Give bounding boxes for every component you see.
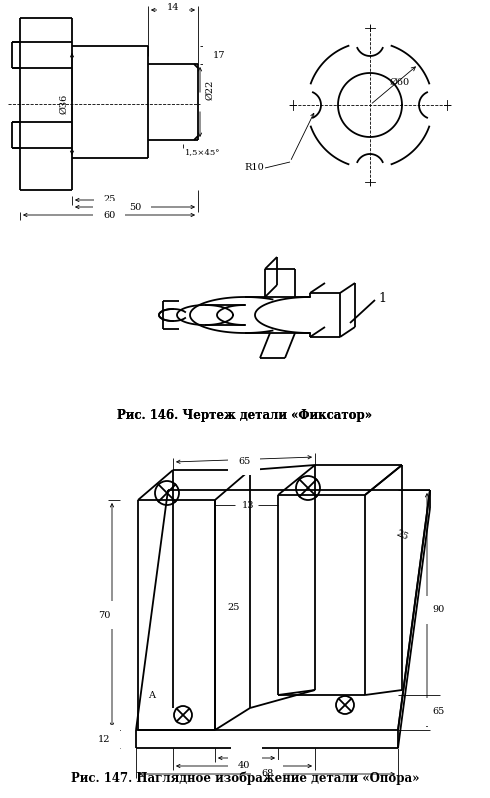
Text: Рис. 146. Чертеж детали «Фиксатор»: Рис. 146. Чертеж детали «Фиксатор» bbox=[118, 409, 372, 421]
Text: A: A bbox=[148, 690, 155, 700]
Text: 65: 65 bbox=[238, 456, 250, 465]
Text: Ø60: Ø60 bbox=[390, 78, 410, 87]
Text: 14: 14 bbox=[167, 3, 179, 13]
Text: 90: 90 bbox=[432, 606, 444, 614]
Text: 25: 25 bbox=[104, 196, 116, 204]
Text: R10: R10 bbox=[244, 164, 264, 172]
Text: 13: 13 bbox=[242, 500, 254, 509]
Text: 65: 65 bbox=[432, 708, 444, 717]
Text: 25: 25 bbox=[395, 528, 410, 542]
Text: 12: 12 bbox=[98, 734, 110, 744]
Text: 70: 70 bbox=[98, 610, 110, 619]
Text: Рис. 147. Наглядное изображение детали «Опора»: Рис. 147. Наглядное изображение детали «… bbox=[71, 771, 419, 784]
Text: 50: 50 bbox=[129, 203, 141, 211]
Text: Ø36: Ø36 bbox=[59, 94, 69, 114]
Text: 60: 60 bbox=[103, 211, 115, 219]
Text: 25: 25 bbox=[228, 603, 240, 613]
Text: 40: 40 bbox=[238, 761, 250, 771]
Text: 17: 17 bbox=[213, 50, 225, 60]
Text: Ø22: Ø22 bbox=[205, 80, 214, 101]
Text: 1: 1 bbox=[378, 293, 386, 306]
Text: Рис. 146. Чертеж детали «Фиксатор»: Рис. 146. Чертеж детали «Фиксатор» bbox=[118, 409, 372, 421]
Text: 1,5×45°: 1,5×45° bbox=[185, 148, 220, 156]
Text: 68: 68 bbox=[261, 769, 273, 779]
Text: 28: 28 bbox=[240, 753, 253, 763]
